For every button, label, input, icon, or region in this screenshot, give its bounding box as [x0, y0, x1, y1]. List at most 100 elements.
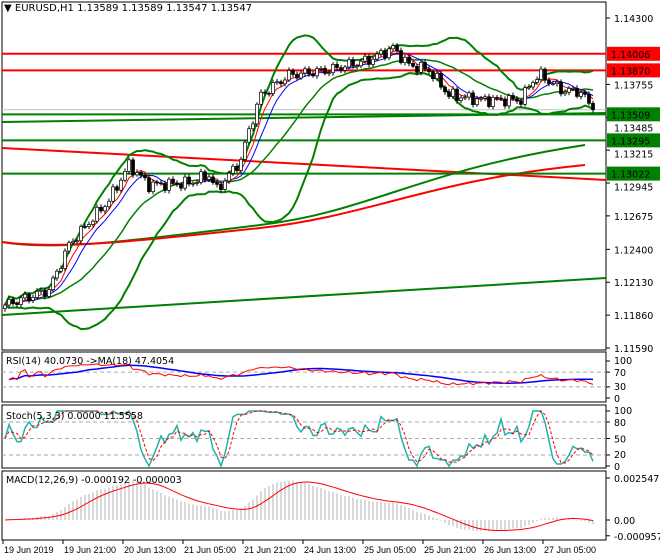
level-price-tag	[607, 107, 660, 122]
candle-body	[119, 179, 123, 191]
level-price-label: 1.13295	[611, 136, 650, 147]
time-tick-label: 21 Jun 21:00	[244, 545, 296, 555]
time-tick-label: 21 Jun 05:00	[184, 545, 236, 555]
time-tick-label: 19 Jun 21:00	[64, 545, 116, 555]
candle-body	[523, 87, 527, 105]
candle-body	[263, 91, 267, 94]
candle-body	[535, 79, 539, 83]
price-tick-label: 1.13755	[614, 80, 653, 91]
candle-body	[55, 270, 59, 279]
candle-body	[95, 206, 99, 222]
candle-body	[519, 100, 523, 105]
candle-body	[531, 82, 535, 88]
candle-body	[23, 293, 27, 299]
candle-body	[451, 88, 455, 97]
candle-body	[147, 177, 151, 192]
candle-body	[563, 91, 567, 95]
candle-body	[315, 68, 319, 77]
time-tick-label: 27 Jun 05:00	[544, 545, 596, 555]
candle-body	[311, 73, 315, 77]
ohlc-values: 1.13589 1.13589 1.13547 1.13547	[77, 3, 253, 14]
candle-body	[555, 81, 559, 84]
candle-body	[207, 176, 211, 180]
red-trendline	[1, 147, 607, 181]
stoch-tick-label: 20	[614, 450, 626, 461]
candle-body	[59, 268, 63, 272]
rsi-tick-label: 0	[614, 394, 620, 405]
rsi-tick-label: 100	[614, 356, 632, 367]
candle-body	[419, 62, 423, 73]
candle-body	[111, 186, 115, 202]
time-tick-label: 25 Jun 05:00	[364, 545, 416, 555]
candle-body	[475, 98, 479, 105]
price-tick-label: 1.12675	[614, 212, 653, 223]
rsi-tick-label: 70	[614, 368, 626, 379]
candle-body	[7, 298, 11, 306]
candle-body	[427, 68, 431, 72]
candle-body	[447, 91, 451, 97]
candle-body	[39, 289, 43, 292]
candle-body	[423, 62, 427, 70]
price-tick-label: 1.12130	[614, 278, 653, 289]
candle-body	[267, 92, 271, 95]
candle-body	[231, 165, 235, 174]
pane-frame	[1, 351, 607, 403]
candle-body	[303, 68, 307, 74]
candle-body	[379, 50, 383, 55]
time-tick-label: 25 Jun 21:00	[424, 545, 476, 555]
candle-body	[291, 70, 295, 75]
candle-body	[191, 182, 195, 185]
candle-body	[463, 96, 467, 99]
candle-body	[63, 250, 67, 269]
candle-body	[131, 159, 135, 176]
candle-body	[227, 172, 231, 182]
candle-body	[455, 88, 459, 101]
candle-body	[391, 45, 395, 50]
time-tick-label: 24 Jun 13:00	[304, 545, 356, 555]
candle-body	[151, 181, 155, 192]
rsi-line	[8, 363, 594, 386]
pane-frame	[1, 1, 607, 351]
candle-body	[383, 50, 387, 59]
candle-body	[559, 81, 563, 95]
candle-body	[331, 64, 335, 74]
candle-body	[347, 59, 351, 68]
macd-tick-label: -0.000957	[614, 532, 660, 543]
candle-body	[407, 56, 411, 64]
candle-body	[323, 67, 327, 74]
candle-body	[71, 241, 75, 244]
candle-body	[567, 87, 571, 93]
dropdown-triangle-icon[interactable]: ▼	[4, 3, 12, 14]
candle-body	[575, 87, 579, 97]
candle-body	[107, 200, 111, 208]
candle-body	[255, 103, 259, 125]
candle-body	[395, 45, 399, 52]
candle-body	[471, 92, 475, 105]
stoch-main-line	[4, 409, 594, 469]
candle-body	[503, 98, 507, 107]
level-price-tag	[607, 133, 660, 148]
candle-body	[51, 277, 55, 290]
candle-body	[143, 174, 147, 179]
price-tick-label: 1.14300	[614, 14, 653, 25]
candle-body	[163, 182, 167, 191]
candle-body	[367, 55, 371, 65]
candle-body	[259, 91, 263, 105]
stoch-signal-line	[4, 410, 594, 464]
candle-body	[43, 289, 47, 297]
candle-body	[127, 159, 131, 172]
candle-body	[363, 55, 367, 62]
stoch-tick-label: 80	[614, 418, 626, 429]
candle-body	[287, 70, 291, 81]
candle-body	[299, 72, 303, 79]
stoch-tick-label: 0	[614, 462, 620, 473]
candle-body	[235, 165, 239, 171]
time-tick-label: 26 Jun 13:00	[484, 545, 536, 555]
candle-body	[279, 81, 283, 85]
candle-body	[479, 97, 483, 100]
candle-body	[467, 92, 471, 98]
candle-body	[87, 224, 91, 227]
pane-frame	[1, 470, 607, 541]
